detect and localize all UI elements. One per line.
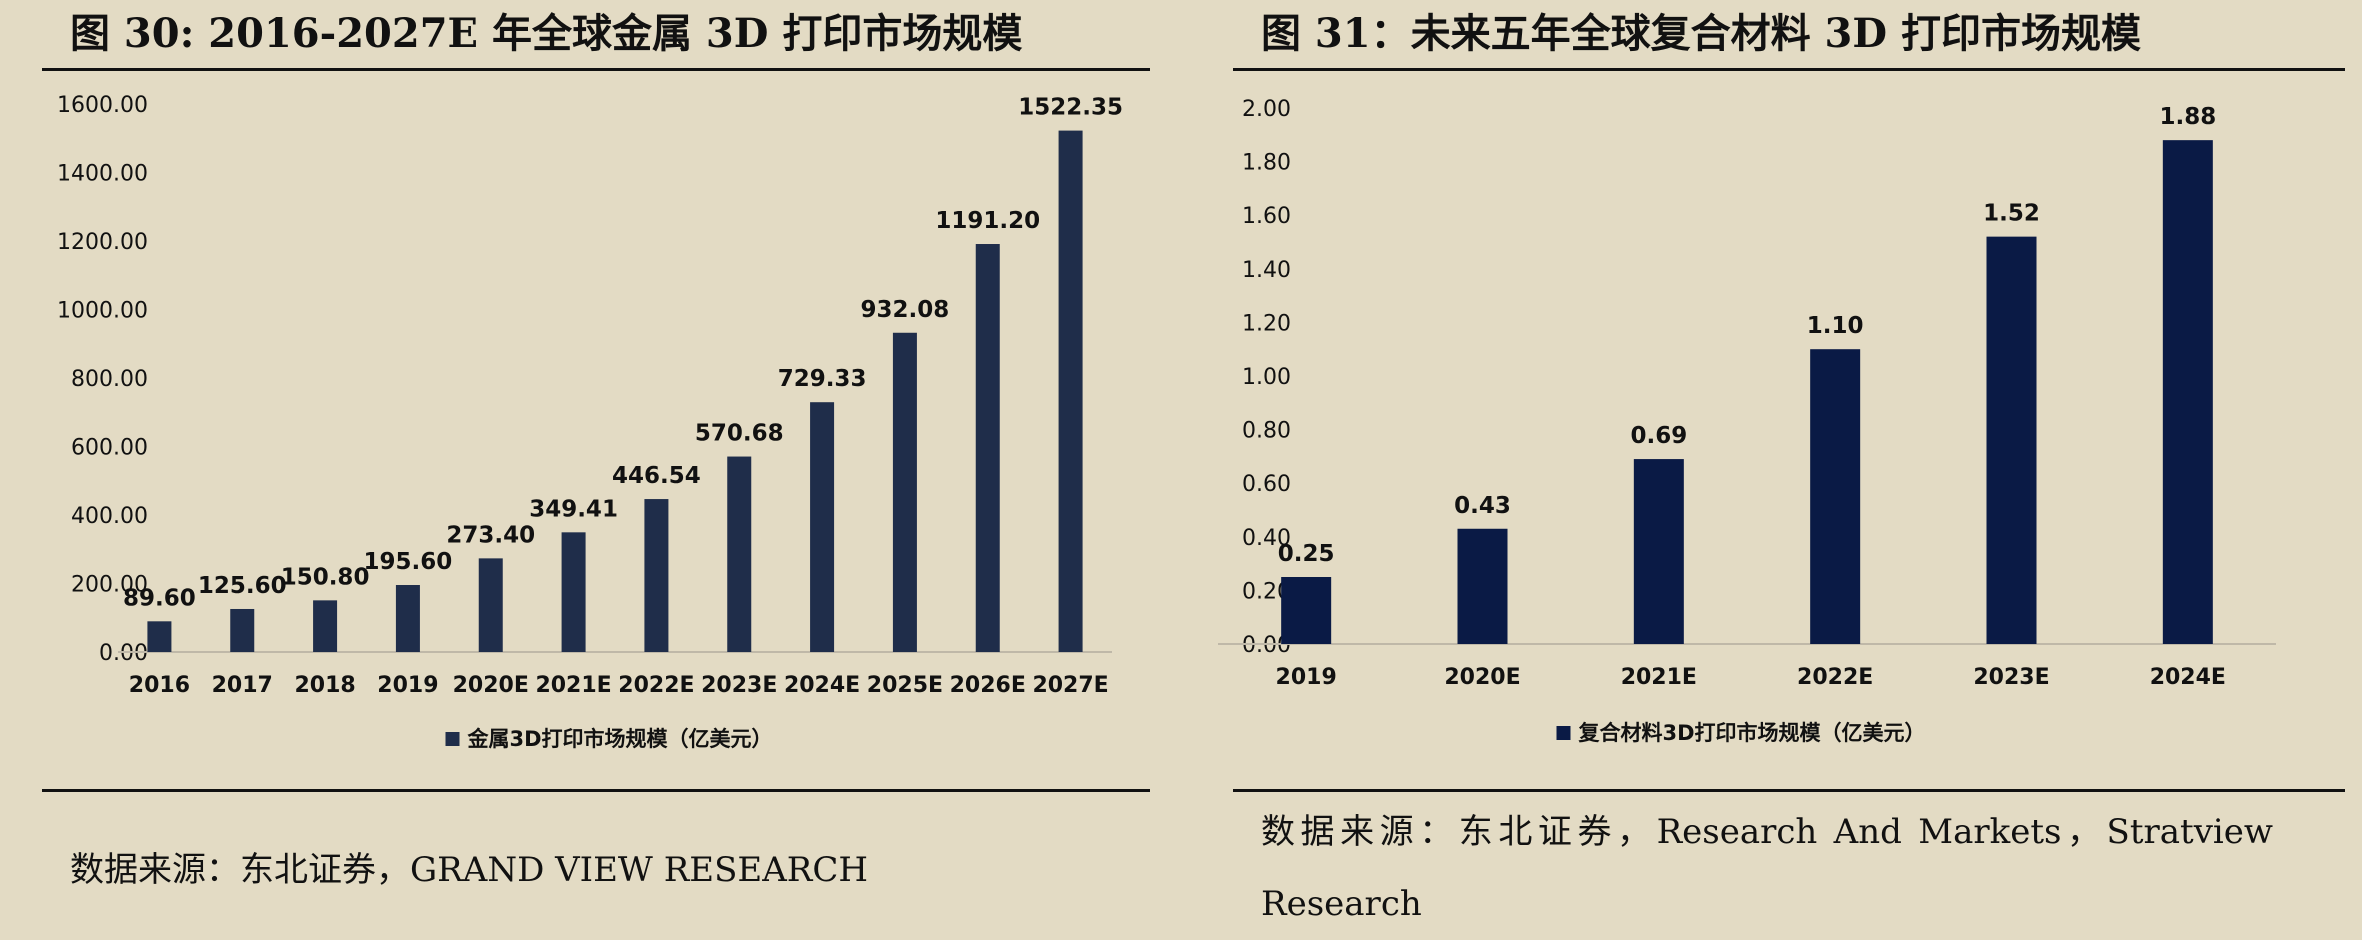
- bar: [727, 456, 752, 652]
- legend-label: 复合材料3D打印市场规模（亿美元）: [1578, 721, 1926, 745]
- x-tick-label: 2022E: [618, 673, 694, 698]
- bar: [892, 332, 917, 652]
- y-tick-label: 1400.00: [57, 162, 148, 187]
- y-tick-label: 1.60: [1242, 204, 1291, 229]
- y-tick-label: 800.00: [71, 367, 148, 392]
- data-label: 0.69: [1630, 423, 1687, 449]
- x-tick-label: 2019: [377, 673, 438, 698]
- figure-right: 图 31：未来五年全球复合材料 3D 打印市场规模 0.00 0.20 0.40 0.…: [1181, 0, 2362, 928]
- figure-left: 图 30: 2016-2027E 年全球金属 3D 打印市场规模 0.00 200…: [0, 0, 1181, 928]
- bar: [561, 532, 586, 652]
- x-tick-label: 2020E: [453, 673, 529, 698]
- bottom-rule-right: [1233, 789, 2345, 792]
- title-rule-right: [1233, 68, 2345, 71]
- x-tick-label: 2016: [129, 673, 190, 698]
- y-tick-label: 1.80: [1242, 151, 1291, 176]
- x-tick-label: 2017: [212, 673, 273, 698]
- legend-swatch: [445, 732, 460, 746]
- bar: [395, 585, 420, 652]
- y-tick-label: 1000.00: [57, 299, 148, 324]
- x-tick-label: 2023E: [1973, 665, 2049, 690]
- legend-label: 金属3D打印市场规模（亿美元）: [467, 727, 773, 751]
- data-label: 0.43: [1454, 493, 1511, 519]
- x-tick-label: 2020E: [1444, 665, 1520, 690]
- y-tick-label: 200.00: [71, 573, 148, 598]
- data-label: 349.41: [529, 496, 618, 522]
- x-tick-label: 2018: [294, 673, 355, 698]
- y-tick-label: 2.00: [1242, 97, 1291, 122]
- y-tick-label: 0.40: [1242, 526, 1291, 551]
- bar: [147, 621, 172, 652]
- data-label: 125.60: [198, 573, 287, 599]
- y-tick-label: 1.00: [1242, 365, 1291, 390]
- y-tick-label: 0.80: [1242, 419, 1291, 444]
- x-tick-label: 2024E: [784, 673, 860, 698]
- y-tick-label: 400.00: [71, 504, 148, 529]
- y-tick-label: 600.00: [71, 436, 148, 461]
- bar: [1986, 236, 2037, 644]
- data-label: 195.60: [364, 549, 453, 575]
- bar: [2162, 140, 2213, 644]
- data-label: 446.54: [612, 463, 701, 489]
- data-label: 1522.35: [1018, 95, 1123, 121]
- y-tick-label: 1.20: [1242, 311, 1291, 336]
- y-tick-label: 1.40: [1242, 258, 1291, 283]
- data-label: 729.33: [778, 366, 867, 392]
- bar: [230, 608, 255, 652]
- chart-left: 0.00 200.00 400.00 600.00 800.00 1000.00 1200.…: [57, 93, 1123, 751]
- x-tick-label: 2026E: [950, 673, 1026, 698]
- bar: [1058, 130, 1083, 653]
- figure-title-left: 图 30: 2016-2027E 年全球金属 3D 打印市场规模: [70, 10, 1023, 57]
- bar: [1281, 577, 1332, 644]
- bar: [1457, 528, 1508, 644]
- bar: [313, 600, 338, 652]
- data-label: 932.08: [861, 297, 950, 323]
- bar: [810, 402, 835, 652]
- bottom-rule-left: [42, 789, 1150, 792]
- legend-swatch: [1556, 726, 1571, 740]
- data-label: 1.88: [2159, 104, 2216, 130]
- x-tick-label: 2024E: [2150, 665, 2226, 690]
- source-note-left: 数据来源：东北证券，GRAND VIEW RESEARCH: [70, 850, 869, 890]
- y-tick-label: 1600.00: [57, 93, 148, 118]
- x-tick-label: 2025E: [867, 673, 943, 698]
- figure-title-right: 图 31：未来五年全球复合材料 3D 打印市场规模: [1261, 10, 2141, 57]
- source-note-right: 数据来源：东北证券，Research And Markets，Stratview…: [1261, 812, 2273, 924]
- y-tick-label: 0.60: [1242, 472, 1291, 497]
- data-label: 273.40: [446, 522, 535, 548]
- bar: [975, 244, 1000, 653]
- data-label: 1191.20: [935, 208, 1040, 234]
- data-label: 1.52: [1983, 201, 2040, 227]
- y-tick-label: 0.00: [99, 641, 148, 666]
- data-label: 150.80: [281, 564, 370, 590]
- chart-right: 0.000.200.400.600.801.001.201.401.601.80…: [1218, 97, 2276, 745]
- bar: [478, 558, 503, 652]
- y-tick-label: 1200.00: [57, 230, 148, 255]
- x-tick-label: 2019: [1276, 665, 1337, 690]
- x-tick-label: 2023E: [701, 673, 777, 698]
- data-label: 1.10: [1807, 313, 1864, 339]
- x-tick-label: 2027E: [1032, 673, 1108, 698]
- title-rule-left: [42, 68, 1150, 71]
- data-label: 89.60: [123, 585, 196, 611]
- bar: [1633, 459, 1684, 644]
- x-tick-label: 2021E: [1621, 665, 1697, 690]
- data-label: 570.68: [695, 421, 784, 447]
- data-label: 0.25: [1278, 541, 1335, 567]
- x-tick-label: 2021E: [535, 673, 611, 698]
- bar: [644, 499, 669, 652]
- bar: [1810, 349, 1861, 644]
- x-tick-label: 2022E: [1797, 665, 1873, 690]
